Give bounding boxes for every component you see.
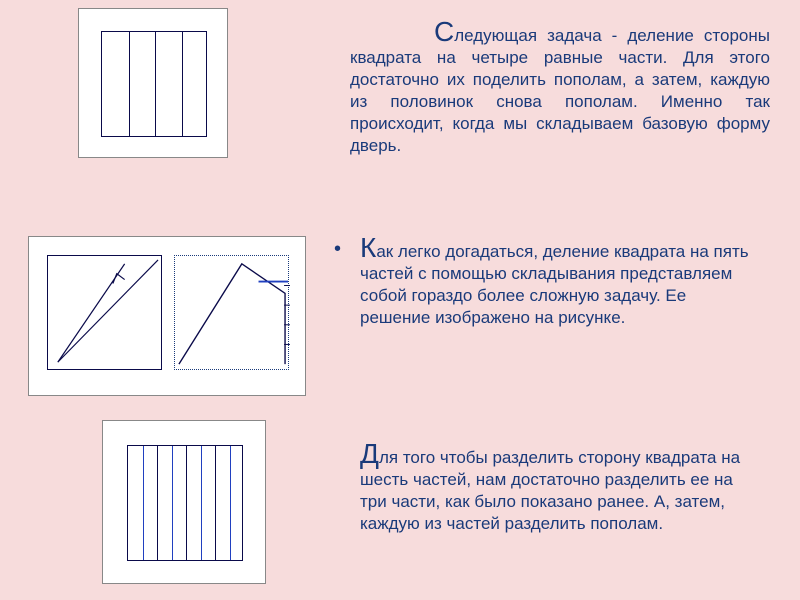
figure-3-divider: [215, 446, 216, 560]
figure-2-left-lines: [48, 256, 161, 369]
paragraph-2: Как легко догадаться, деление квадрата н…: [360, 234, 760, 329]
bullet-2: •: [334, 238, 341, 261]
figure-2-right-square: [174, 255, 289, 370]
figure-2-left-square: [47, 255, 162, 370]
figure-1-divider: [155, 32, 156, 136]
figure-3-frame: [102, 420, 266, 584]
paragraph-3-text: ля того чтобы разделить сторону квадрата…: [360, 448, 740, 533]
figure-2-frame: [28, 236, 306, 396]
figure-3-divider: [172, 446, 173, 560]
figure-3-divider: [157, 446, 158, 560]
paragraph-2-text: ак легко догадаться, деление квадрата на…: [360, 242, 749, 327]
paragraph-1: Следующая задача - деление стороны квадр…: [350, 18, 770, 158]
figure-3-divider: [143, 446, 144, 560]
figure-3-divider: [201, 446, 202, 560]
paragraph-2-dropcap: К: [360, 232, 376, 263]
paragraph-3-dropcap: Д: [360, 438, 379, 469]
figure-1-divider: [182, 32, 183, 136]
paragraph-1-dropcap: С: [434, 16, 454, 47]
figure-3-divider: [230, 446, 231, 560]
paragraph-1-text: ледующая задача - деление стороны квадра…: [350, 26, 770, 155]
figure-2-right-lines: [175, 256, 288, 369]
figure-3-square: [127, 445, 243, 561]
figure-1-frame: [78, 8, 228, 158]
figure-1-divider: [129, 32, 130, 136]
figure-3-divider: [186, 446, 187, 560]
figure-1-square: [101, 31, 207, 137]
paragraph-3: Для того чтобы разделить сторону квадрат…: [360, 440, 760, 535]
